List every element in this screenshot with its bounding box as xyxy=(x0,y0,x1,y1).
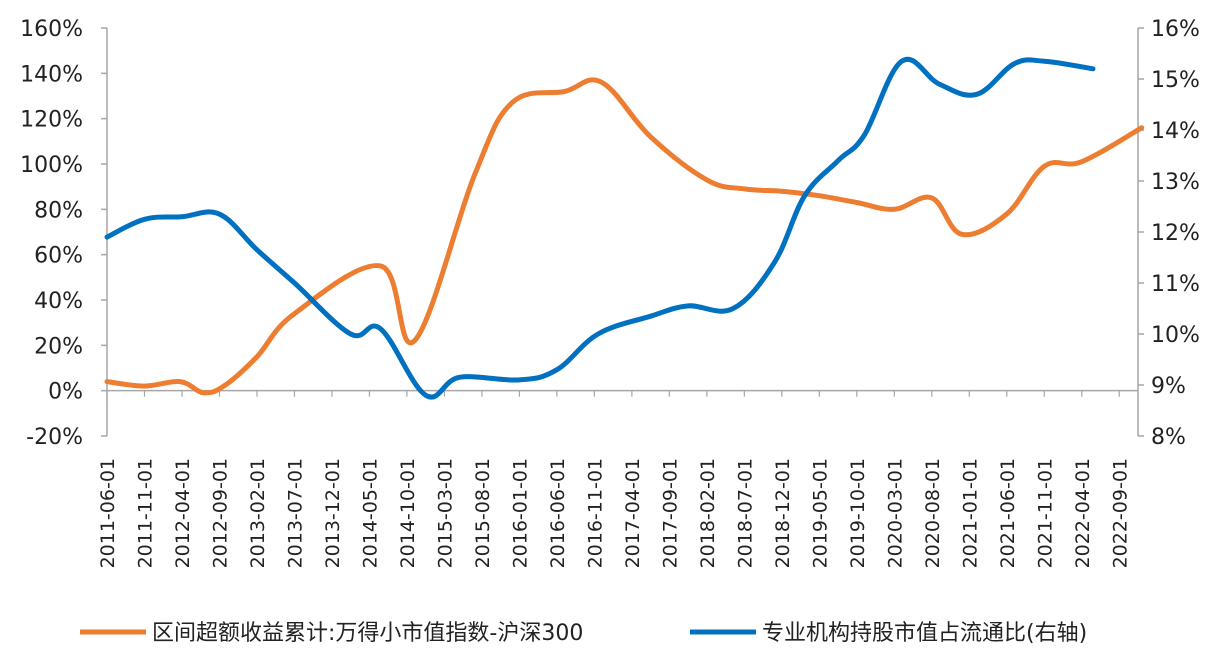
x-axis-tick-label: 2018-02-01 xyxy=(697,458,719,568)
x-axis-tick-label: 2022-04-01 xyxy=(1072,458,1094,568)
series-line-2 xyxy=(104,56,1096,400)
left-axis-tick-label: 60% xyxy=(34,244,83,269)
x-axis-tick-label: 2022-09-01 xyxy=(1109,458,1131,568)
x-axis-tick-label: 2021-06-01 xyxy=(997,458,1019,568)
left-axis-tick-label: 140% xyxy=(20,62,83,87)
x-axis-tick-label: 2013-02-01 xyxy=(247,458,269,568)
legend: 区间超额收益累计:万得小市值指数-沪深300 专业机构持股市值占流通比(右轴) xyxy=(80,621,1087,646)
x-axis-tick-label: 2012-04-01 xyxy=(172,458,194,568)
x-axis-tick-label: 2017-09-01 xyxy=(659,458,681,568)
right-axis-tick-label: 8% xyxy=(1151,425,1186,450)
left-axis-tick-label: 160% xyxy=(20,17,83,42)
x-axis-tick-label: 2017-04-01 xyxy=(622,458,644,568)
x-axis-tick-label: 2012-09-01 xyxy=(209,458,231,568)
series-line-1 xyxy=(104,77,1145,396)
right-axis-tick-label: 9% xyxy=(1151,374,1186,399)
x-axis-tick-label: 2021-01-01 xyxy=(959,458,981,568)
right-axis-tick-label: 13% xyxy=(1151,170,1200,195)
x-axis-tick-label: 2019-05-01 xyxy=(809,458,831,568)
x-axis-tick-label: 2013-07-01 xyxy=(284,458,306,568)
left-axis-tick-label: 120% xyxy=(20,108,83,133)
right-axis-tick-label: 10% xyxy=(1151,323,1200,348)
right-axis-tick-label: 15% xyxy=(1151,68,1200,93)
right-axis-tick-label: 12% xyxy=(1151,221,1200,246)
series-lines-layer xyxy=(104,56,1145,400)
left-axis-tick-label: 20% xyxy=(34,334,83,359)
x-axis-tick-label: 2015-03-01 xyxy=(434,458,456,568)
x-axis-tick-label: 2016-06-01 xyxy=(547,458,569,568)
x-axis-tick-label: 2020-03-01 xyxy=(884,458,906,568)
legend-label-2: 专业机构持股市值占流通比(右轴) xyxy=(762,621,1087,646)
x-axis-tick-label: 2014-10-01 xyxy=(397,458,419,568)
x-axis-tick-label: 2018-07-01 xyxy=(734,458,756,568)
left-axis-tick-label: 80% xyxy=(34,198,83,223)
x-axis-tick-label: 2011-11-01 xyxy=(134,458,156,568)
x-axis-tick-label: 2011-06-01 xyxy=(97,458,119,568)
x-axis-tick-label: 2020-08-01 xyxy=(922,458,944,568)
x-axis-tick-label: 2019-10-01 xyxy=(847,458,869,568)
x-axis-tick-label: 2015-08-01 xyxy=(472,458,494,568)
legend-label-1: 区间超额收益累计:万得小市值指数-沪深300 xyxy=(152,621,583,646)
left-axis-tick-label: 100% xyxy=(20,153,83,178)
right-axis-tick-label: 16% xyxy=(1151,17,1200,42)
left-axis-tick-label: 40% xyxy=(34,289,83,314)
x-axis-tick-label: 2018-12-01 xyxy=(772,458,794,568)
x-axis-tick-label: 2021-11-01 xyxy=(1034,458,1056,568)
x-axis-tick-label: 2014-05-01 xyxy=(359,458,381,568)
left-axis-tick-label: -20% xyxy=(26,425,83,450)
x-axis-tick-label: 2013-12-01 xyxy=(322,458,344,568)
right-axis-tick-label: 11% xyxy=(1151,272,1200,297)
x-axis-tick-label: 2016-11-01 xyxy=(584,458,606,568)
left-axis-tick-label: 0% xyxy=(48,380,83,405)
x-axis-tick-label: 2016-01-01 xyxy=(509,458,531,568)
axes-layer: -20% 0% 20% 40% 60% 80% 100% 120% 140% 160% 8% 9% 10… xyxy=(20,17,1200,568)
right-axis-tick-label: 14% xyxy=(1151,119,1200,144)
